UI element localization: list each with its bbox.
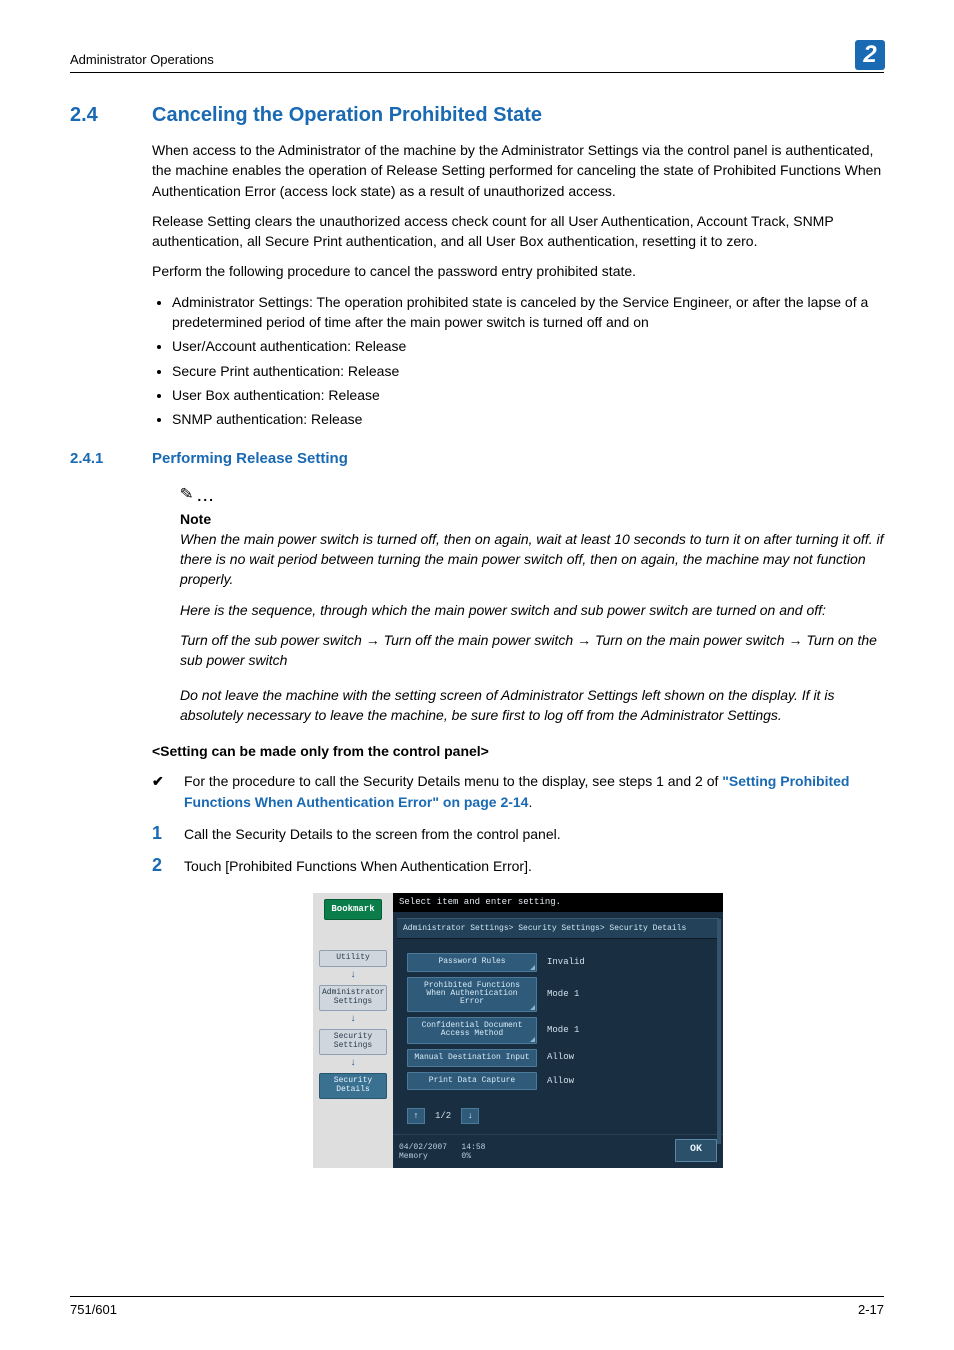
subsection-number: 2.4.1 — [70, 448, 152, 470]
bullet-item: Administrator Settings: The operation pr… — [172, 292, 884, 333]
setting-value: Mode 1 — [547, 1024, 607, 1037]
label: Manual Destination Input — [414, 1053, 529, 1062]
print-data-capture-button[interactable]: Print Data Capture — [407, 1072, 537, 1090]
note-paragraph: Here is the sequence, through which the … — [180, 600, 884, 620]
setting-row: Manual Destination Input Allow — [407, 1049, 723, 1067]
memory-label: Memory — [399, 1152, 428, 1161]
label: Password Rules — [438, 957, 505, 966]
arrow-down-icon: ↓ — [350, 1013, 356, 1028]
note-paragraph: Turn off the sub power switch → Turn off… — [180, 630, 884, 671]
step-1: 1 Call the Security Details to the scree… — [152, 824, 884, 844]
screenshot-sidebar: Bookmark Utility ↓ Administrator Setting… — [313, 893, 393, 1168]
text: For the procedure to call the Security D… — [184, 773, 722, 789]
setting-row: Confidential Document Access Method Mode… — [407, 1017, 723, 1044]
setting-value: Invalid — [547, 956, 607, 969]
control-panel-screenshot: Bookmark Utility ↓ Administrator Setting… — [313, 893, 723, 1168]
bookmark-button[interactable]: Bookmark — [324, 899, 381, 920]
section-heading: 2.4Canceling the Operation Prohibited St… — [70, 101, 884, 130]
step-number: 1 — [152, 824, 166, 844]
page: Administrator Operations 2 2.4Canceling … — [0, 0, 954, 1350]
label: Confidential Document Access Method — [422, 1021, 523, 1038]
password-rules-button[interactable]: Password Rules — [407, 953, 537, 971]
bullet-item: Secure Print authentication: Release — [172, 361, 884, 381]
screenshot-main: Select item and enter setting. Administr… — [393, 893, 723, 1168]
ok-button[interactable]: OK — [675, 1139, 717, 1162]
check-item: ✔ For the procedure to call the Security… — [152, 771, 884, 812]
setting-value: Allow — [547, 1051, 607, 1064]
pager: ↑ 1/2 ↓ — [407, 1108, 723, 1124]
setting-row: Prohibited Functions When Authentication… — [407, 977, 723, 1012]
manual-destination-button[interactable]: Manual Destination Input — [407, 1049, 537, 1067]
step-number: 2 — [152, 856, 166, 876]
time: 14:58 — [461, 1143, 485, 1152]
setting-value: Allow — [547, 1075, 607, 1088]
prohibited-functions-button[interactable]: Prohibited Functions When Authentication… — [407, 977, 537, 1012]
note-body: When the main power switch is turned off… — [180, 529, 884, 725]
procedure-block: <Setting can be made only from the contr… — [152, 741, 884, 1168]
step-text: Touch [Prohibited Functions When Authent… — [184, 856, 532, 876]
step-text: Call the Security Details to the screen … — [184, 824, 561, 844]
section-body: When access to the Administrator of the … — [152, 140, 884, 430]
subsection-title: Performing Release Setting — [152, 450, 348, 467]
page-indicator: 1/2 — [429, 1110, 457, 1123]
setting-row: Print Data Capture Allow — [407, 1072, 723, 1090]
page-up-button[interactable]: ↑ — [407, 1108, 425, 1124]
scrollbar[interactable] — [717, 919, 721, 1144]
running-header: Administrator Operations 2 — [70, 40, 884, 73]
setting-heading: <Setting can be made only from the contr… — [152, 741, 884, 761]
datetime-block: 04/02/2007 14:58 Memory 0% — [399, 1144, 485, 1162]
nav-admin-button[interactable]: Administrator Settings — [319, 985, 387, 1011]
ellipsis-icon: ... — [197, 486, 215, 506]
bullet-list: Administrator Settings: The operation pr… — [152, 292, 884, 430]
screenshot-statusbar: 04/02/2007 14:58 Memory 0% OK — [393, 1134, 723, 1162]
note-block: ✎ ... Note When the main power switch is… — [180, 483, 884, 725]
label: Prohibited Functions When Authentication… — [424, 981, 520, 1007]
page-down-button[interactable]: ↓ — [461, 1108, 479, 1124]
footer-right: 2-17 — [858, 1301, 884, 1320]
subsection-heading: 2.4.1Performing Release Setting — [70, 448, 884, 470]
paragraph: When access to the Administrator of the … — [152, 140, 884, 201]
pencil-icon: ✎ — [179, 483, 194, 507]
note-label: Note — [180, 509, 884, 529]
section-number: 2.4 — [70, 101, 152, 130]
paragraph: Perform the following procedure to cance… — [152, 261, 884, 281]
text: . — [528, 794, 532, 810]
memory-value: 0% — [461, 1152, 471, 1161]
step-2: 2 Touch [Prohibited Functions When Authe… — [152, 856, 884, 876]
paragraph: Release Setting clears the unauthorized … — [152, 211, 884, 252]
footer-left: 751/601 — [70, 1301, 117, 1320]
check-item-text: For the procedure to call the Security D… — [184, 771, 884, 812]
note-icon-row: ✎ ... — [180, 483, 884, 506]
arrow-down-icon: ↓ — [350, 1057, 356, 1072]
bullet-item: User Box authentication: Release — [172, 385, 884, 405]
running-header-label: Administrator Operations — [70, 51, 214, 70]
chapter-number-badge: 2 — [855, 40, 885, 70]
nav-security-details-button[interactable]: Security Details — [319, 1073, 387, 1099]
nav-security-button[interactable]: Security Settings — [319, 1029, 387, 1055]
bullet-item: SNMP authentication: Release — [172, 409, 884, 429]
setting-row: Password Rules Invalid — [407, 953, 723, 971]
page-footer: 751/601 2-17 — [70, 1296, 884, 1320]
setting-value: Mode 1 — [547, 988, 607, 1001]
section-title: Canceling the Operation Prohibited State — [152, 104, 542, 126]
note-paragraph: Do not leave the machine with the settin… — [180, 685, 884, 726]
screenshot-instruction: Select item and enter setting. — [393, 893, 723, 912]
confidential-document-button[interactable]: Confidential Document Access Method — [407, 1017, 537, 1044]
note-paragraph: When the main power switch is turned off… — [180, 529, 884, 590]
label: Print Data Capture — [429, 1076, 515, 1085]
checkmark-icon: ✔ — [152, 771, 166, 812]
bullet-item: User/Account authentication: Release — [172, 336, 884, 356]
nav-utility-button[interactable]: Utility — [319, 950, 387, 967]
arrow-down-icon: ↓ — [350, 969, 356, 984]
date: 04/02/2007 — [399, 1143, 447, 1152]
breadcrumb: Administrator Settings> Security Setting… — [397, 918, 719, 940]
